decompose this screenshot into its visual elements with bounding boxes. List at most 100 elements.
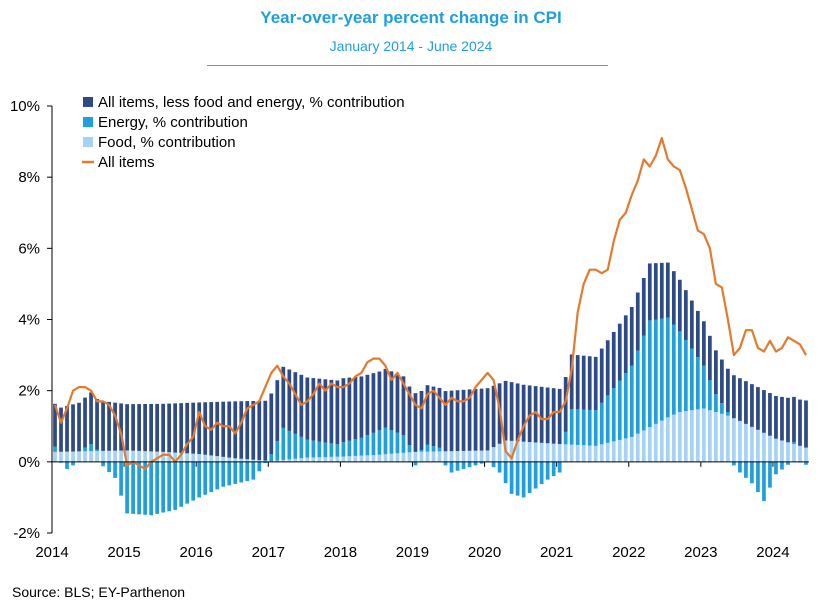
core-bar [635,292,640,351]
energy-bar [125,461,129,514]
y-tick-label: 8% [18,169,40,186]
energy-bar [365,435,370,456]
food-bar [545,443,550,462]
energy-bar [161,461,166,513]
y-tick-label: 10% [10,98,40,115]
core-bar [780,396,784,441]
energy-bar [317,441,322,458]
energy-bar [641,335,646,431]
core-bar [617,323,622,381]
food-bar [689,410,694,462]
core-bar [359,376,364,438]
food-bar [245,459,250,462]
core-bar [581,355,586,410]
energy-bar [275,440,280,461]
energy-bar [389,430,394,454]
food-bar [341,456,346,462]
core-bar [479,388,484,451]
x-tick-label: 2024 [756,544,789,561]
food-bar [209,455,214,462]
core-bar [671,271,676,325]
x-tick-label: 2017 [252,544,285,561]
food-bar [335,456,340,462]
chart-subtitle: January 2014 - June 2024 [329,38,493,54]
energy-bar [701,365,706,409]
y-tick-label: 2% [18,383,40,400]
axes-layer: -2% 0% 2% 4% 6% 8% 10% 2014 2015 2016 2017 2018 2019… [10,98,809,561]
core-bar [221,401,226,457]
energy-bar [479,461,484,464]
energy-bar [539,461,544,485]
x-tick-label: 2019 [396,544,429,561]
core-bar [83,397,87,448]
core-bar [395,373,400,433]
core-bar [720,359,724,404]
x-tick-label: 2015 [107,544,140,561]
energy-bar [714,394,718,413]
x-tick-label: 2014 [35,544,68,561]
energy-bar [287,430,292,460]
title-divider [207,65,608,66]
core-bar [245,401,250,460]
energy-bar [551,461,556,477]
food-bar [473,450,478,462]
energy-bar [695,357,700,410]
core-bar [762,390,766,433]
food-bar [197,454,202,462]
energy-bar [671,324,676,415]
food-bar [593,445,598,462]
energy-bar [53,446,57,452]
food-bar [53,451,57,462]
energy-bar [780,461,784,470]
core-bar [125,404,129,451]
food-bar [768,435,772,462]
food-bar [515,441,520,462]
core-bar [786,397,790,443]
energy-bar [533,461,538,489]
energy-bar [233,461,238,484]
core-bar [689,300,694,349]
core-bar [641,277,646,336]
energy-bar [281,427,286,460]
core-bar [119,403,123,451]
core-bar [792,396,796,443]
x-tick-label: 2018 [324,544,357,561]
food-bar [575,444,580,462]
core-bar [71,404,75,452]
core-bar [305,377,310,440]
food-bar [720,413,724,462]
food-bar [353,455,358,462]
energy-bar [95,449,99,452]
core-bar [203,402,208,455]
energy-bar [383,427,388,455]
y-tick-label: 0% [18,454,40,471]
core-bar [239,401,244,459]
core-bar [804,400,808,448]
food-bar [257,460,262,462]
food-bar [395,453,400,462]
energy-bar [786,461,790,465]
energy-bar [101,461,105,467]
energy-bar [131,461,135,514]
core-bar [335,380,340,445]
food-bar [119,450,123,462]
food-bar [647,427,652,462]
energy-bar [341,442,346,457]
x-tick-label: 2016 [180,544,213,561]
core-bar [732,375,736,419]
food-bar [173,452,178,462]
energy-bar [353,439,358,456]
food-bar [683,411,688,462]
core-bar [77,402,81,452]
core-bar [551,388,556,444]
core-bar [137,404,141,451]
legend-label: All items, less food and energy, % contr… [98,94,405,111]
food-bar [95,451,99,462]
energy-bar [203,461,208,495]
core-bar [287,369,292,431]
energy-bar [503,461,508,484]
food-bar [107,450,111,462]
energy-bar [407,445,412,453]
energy-bar [185,461,190,504]
